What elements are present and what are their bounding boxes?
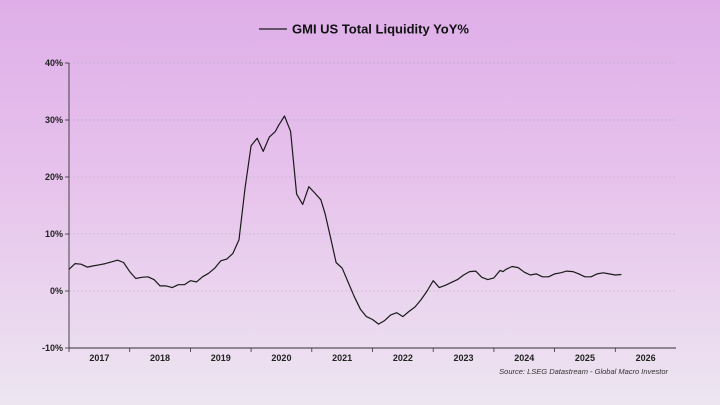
y-tick-label: 30% [45,115,63,125]
series-line [68,115,622,325]
legend-label: GMI US Total Liquidity YoY% [292,22,469,37]
x-tick-label: 2023 [454,353,474,363]
source-note: Source: LSEG Datastream - Global Macro I… [499,367,668,376]
x-tick-label: 2022 [393,353,413,363]
x-tick-label: 2021 [332,353,352,363]
x-tick-label: 2018 [150,353,170,363]
x-tick-label: 2026 [636,353,656,363]
y-tick-label: 10% [45,229,63,239]
x-tick-label: 2019 [211,353,231,363]
x-tick-label: 2020 [271,353,291,363]
x-tick-label: 2024 [514,353,534,363]
legend: GMI US Total Liquidity YoY% [259,22,469,37]
y-tick-label: -10% [42,343,63,353]
x-tick-label: 2025 [575,353,595,363]
x-tick-label: 2017 [89,353,109,363]
axes: -10% 0% 10% 20% 30% 40% 2017 2018 2019 2020 2021 20… [42,58,676,363]
series-layer [68,115,622,325]
y-tick-label: 20% [45,172,63,182]
y-tick-label: 40% [45,58,63,68]
y-tick-label: 0% [50,286,63,296]
grid-lines [69,62,676,292]
